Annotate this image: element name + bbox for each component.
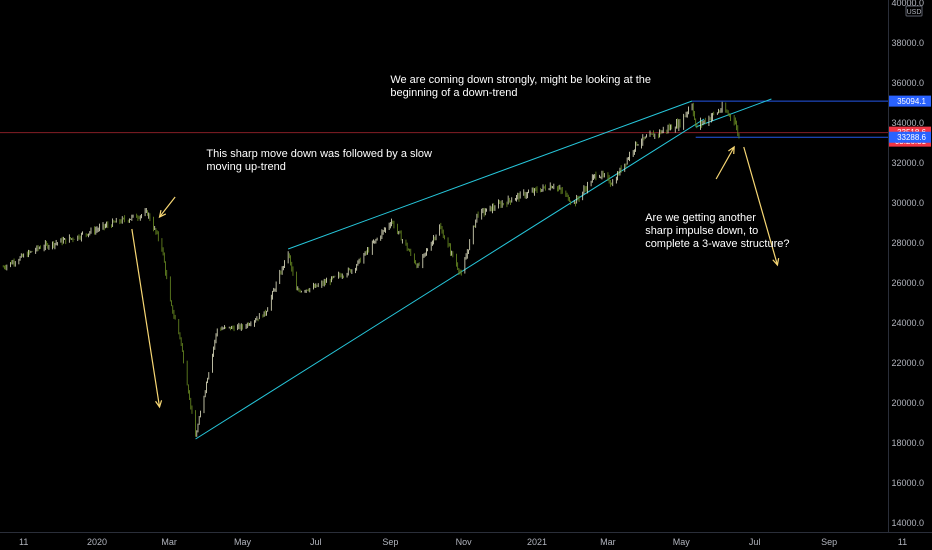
arrow-layer (131, 145, 780, 409)
price-label-box (889, 95, 931, 107)
x-tick-label: Nov (456, 537, 473, 547)
price-axis-panel (888, 0, 932, 550)
arrow-head (158, 210, 167, 219)
x-tick-label: 2021 (527, 537, 547, 547)
y-tick-label: 24000.0 (891, 318, 924, 328)
y-tick-label: 22000.0 (891, 358, 924, 368)
annotation-arrow (159, 196, 176, 218)
annotation-text: This sharp move down was followed by a s… (206, 148, 432, 173)
price-label-box (889, 131, 931, 143)
trend-line (287, 100, 693, 250)
arrow-head (728, 145, 735, 155)
y-tick-label: 16000.0 (891, 478, 924, 488)
trend-line (195, 118, 705, 440)
x-tick-label: Mar (600, 537, 616, 547)
currency-badge (905, 5, 923, 17)
annotation-arrow (715, 146, 735, 180)
annotation-line: beginning of a down-trend (390, 87, 517, 99)
annotation-line: Are we getting another (645, 212, 756, 224)
y-tick-label: 34000.0 (891, 118, 924, 128)
y-tick-label: 30000.0 (891, 198, 924, 208)
x-tick-label: May (673, 537, 691, 547)
y-tick-label: 18000.0 (891, 438, 924, 448)
x-tick-label: Mar (161, 537, 177, 547)
price-label-value: 33288.6 (897, 133, 926, 142)
currency-label: USD (907, 9, 922, 16)
arrow-head (155, 400, 163, 409)
y-tick-label: 26000.0 (891, 278, 924, 288)
price-series-layer (2, 101, 740, 437)
x-tick-label: Jul (310, 537, 322, 547)
x-tick-label: May (234, 537, 252, 547)
annotation-arrow (743, 146, 779, 266)
x-tick-label: 11 (898, 537, 907, 547)
price-label-value: 35094.1 (897, 97, 926, 106)
annotation-line: sharp impulse down, to (645, 225, 758, 237)
annotation-line: We are coming down strongly, might be lo… (390, 74, 651, 86)
y-tick-label: 14000.0 (891, 518, 924, 528)
annotation-text: We are coming down strongly, might be lo… (390, 74, 651, 99)
annotation-line: This sharp move down was followed by a s… (206, 148, 432, 160)
annotation-line: moving up-trend (206, 161, 286, 173)
y-tick-label: 36000.0 (891, 78, 924, 88)
x-tick-label: 2020 (87, 537, 107, 547)
annotation-line: complete a 3-wave structure? (645, 238, 789, 250)
y-tick-label: 40000.0 (891, 0, 924, 8)
annotation-layer: We are coming down strongly, might be lo… (206, 74, 789, 250)
x-tick-label: Sep (382, 537, 398, 547)
annotation-text: Are we getting another sharp impulse down… (645, 212, 789, 250)
drawing-layer (0, 98, 888, 440)
y-tick-label: 38000.0 (891, 38, 924, 48)
annotation-arrow (131, 228, 161, 408)
y-tick-label: 32000.0 (891, 158, 924, 168)
arrow-head (772, 258, 780, 267)
trend-line (695, 98, 772, 128)
y-tick-label: 28000.0 (891, 238, 924, 248)
x-tick-label: Jul (749, 537, 761, 547)
x-tick-label: Sep (821, 537, 837, 547)
y-tick-label: 20000.0 (891, 398, 924, 408)
x-tick-label: 11 (19, 537, 28, 547)
